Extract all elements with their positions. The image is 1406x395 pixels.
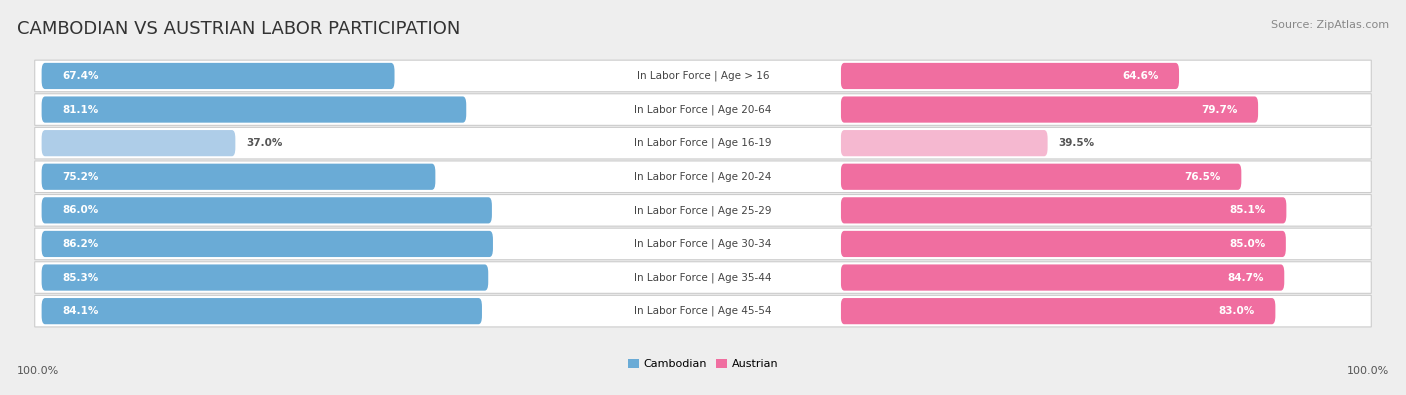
FancyBboxPatch shape [565, 298, 841, 324]
FancyBboxPatch shape [565, 96, 841, 123]
Text: 64.6%: 64.6% [1122, 71, 1159, 81]
FancyBboxPatch shape [841, 264, 1284, 291]
FancyBboxPatch shape [42, 164, 436, 190]
FancyBboxPatch shape [565, 264, 841, 291]
FancyBboxPatch shape [841, 96, 1258, 123]
Text: In Labor Force | Age 20-64: In Labor Force | Age 20-64 [634, 104, 772, 115]
FancyBboxPatch shape [42, 197, 492, 224]
Text: In Labor Force | Age 16-19: In Labor Force | Age 16-19 [634, 138, 772, 149]
FancyBboxPatch shape [841, 197, 1286, 224]
FancyBboxPatch shape [42, 231, 494, 257]
Text: 75.2%: 75.2% [62, 172, 98, 182]
FancyBboxPatch shape [35, 127, 1371, 159]
FancyBboxPatch shape [35, 228, 1371, 260]
Text: 85.0%: 85.0% [1229, 239, 1265, 249]
FancyBboxPatch shape [841, 130, 1047, 156]
FancyBboxPatch shape [42, 130, 235, 156]
Text: 85.1%: 85.1% [1229, 205, 1265, 215]
FancyBboxPatch shape [42, 63, 395, 89]
Text: 86.2%: 86.2% [62, 239, 98, 249]
Text: In Labor Force | Age 25-29: In Labor Force | Age 25-29 [634, 205, 772, 216]
Text: 86.0%: 86.0% [62, 205, 98, 215]
Text: 37.0%: 37.0% [246, 138, 283, 148]
Text: Source: ZipAtlas.com: Source: ZipAtlas.com [1271, 20, 1389, 30]
Text: In Labor Force | Age > 16: In Labor Force | Age > 16 [637, 71, 769, 81]
Text: 100.0%: 100.0% [17, 366, 59, 376]
FancyBboxPatch shape [42, 96, 467, 123]
FancyBboxPatch shape [35, 295, 1371, 327]
Text: In Labor Force | Age 30-34: In Labor Force | Age 30-34 [634, 239, 772, 249]
FancyBboxPatch shape [35, 262, 1371, 293]
FancyBboxPatch shape [565, 231, 841, 257]
FancyBboxPatch shape [565, 197, 841, 224]
Text: 100.0%: 100.0% [1347, 366, 1389, 376]
FancyBboxPatch shape [565, 130, 841, 156]
FancyBboxPatch shape [35, 94, 1371, 125]
FancyBboxPatch shape [841, 63, 1180, 89]
Text: 81.1%: 81.1% [62, 105, 98, 115]
Text: CAMBODIAN VS AUSTRIAN LABOR PARTICIPATION: CAMBODIAN VS AUSTRIAN LABOR PARTICIPATIO… [17, 20, 460, 38]
Text: 85.3%: 85.3% [62, 273, 98, 282]
FancyBboxPatch shape [841, 298, 1275, 324]
Text: In Labor Force | Age 20-24: In Labor Force | Age 20-24 [634, 171, 772, 182]
Legend: Cambodian, Austrian: Cambodian, Austrian [628, 359, 778, 369]
Text: 84.1%: 84.1% [62, 306, 98, 316]
Text: 39.5%: 39.5% [1059, 138, 1095, 148]
Text: 76.5%: 76.5% [1184, 172, 1220, 182]
FancyBboxPatch shape [35, 195, 1371, 226]
FancyBboxPatch shape [42, 298, 482, 324]
Text: 84.7%: 84.7% [1227, 273, 1264, 282]
FancyBboxPatch shape [35, 161, 1371, 192]
Text: In Labor Force | Age 45-54: In Labor Force | Age 45-54 [634, 306, 772, 316]
Text: 83.0%: 83.0% [1219, 306, 1254, 316]
FancyBboxPatch shape [42, 264, 488, 291]
FancyBboxPatch shape [841, 164, 1241, 190]
Text: In Labor Force | Age 35-44: In Labor Force | Age 35-44 [634, 272, 772, 283]
FancyBboxPatch shape [565, 164, 841, 190]
Text: 67.4%: 67.4% [62, 71, 98, 81]
FancyBboxPatch shape [565, 63, 841, 89]
FancyBboxPatch shape [35, 60, 1371, 92]
FancyBboxPatch shape [841, 231, 1286, 257]
Text: 79.7%: 79.7% [1201, 105, 1237, 115]
